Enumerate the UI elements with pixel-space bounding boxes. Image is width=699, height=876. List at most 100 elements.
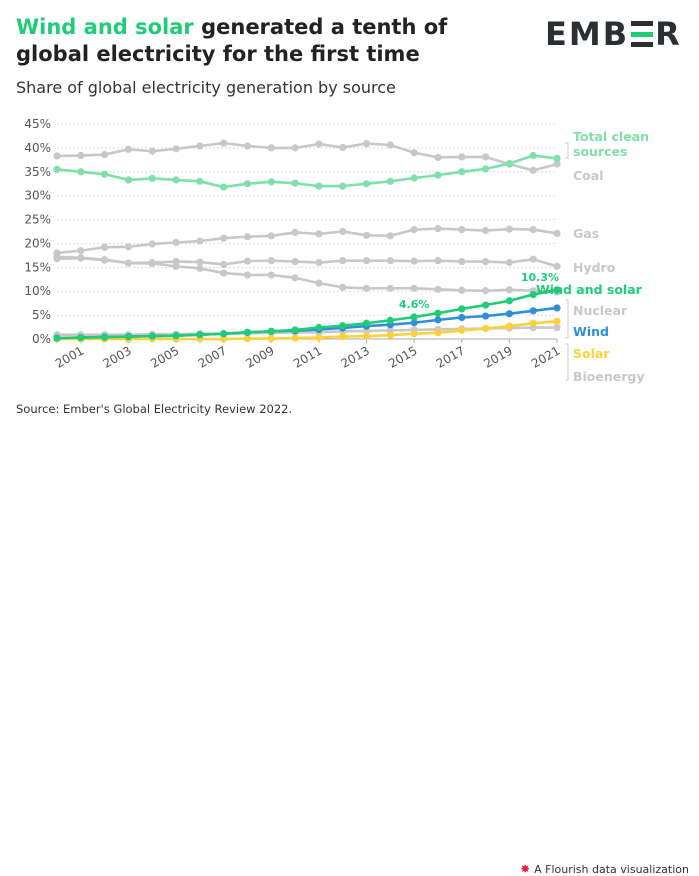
data-point-total-clean-sources — [148, 174, 156, 183]
data-point-coal — [386, 141, 394, 149]
data-point-total-clean-sources — [220, 183, 228, 191]
data-point-nuclear — [505, 286, 513, 294]
data-point-gas — [77, 247, 85, 255]
y-tick-label: 45% — [24, 117, 51, 131]
y-tick-label: 35% — [24, 165, 51, 179]
data-point-wind-and-solar — [101, 333, 109, 341]
data-point-solar — [505, 322, 513, 330]
data-point-solar — [481, 324, 490, 333]
series-label-gas: Gas — [573, 226, 599, 241]
data-point-solar — [386, 331, 394, 339]
data-point-nuclear — [362, 284, 371, 292]
data-point-total-clean-sources — [529, 151, 537, 160]
data-point-solar — [410, 330, 418, 338]
x-tick-label: 2001 — [53, 343, 86, 370]
data-point-wind-and-solar — [529, 290, 537, 299]
data-point-total-clean-sources — [458, 168, 466, 176]
data-point-hydro — [410, 257, 418, 265]
data-point-nuclear — [315, 279, 323, 287]
data-point-hydro — [362, 257, 371, 265]
label-bracket — [565, 142, 569, 159]
data-point-gas — [291, 228, 299, 237]
data-point-total-clean-sources — [505, 160, 513, 168]
data-point-wind-and-solar — [77, 333, 85, 342]
data-point-gas — [243, 233, 252, 241]
data-point-solar — [529, 319, 537, 327]
data-point-coal — [410, 149, 418, 157]
data-point-coal — [529, 166, 537, 174]
title-highlight: Wind and solar — [16, 15, 194, 39]
data-point-total-clean-sources — [77, 168, 85, 176]
flourish-credit[interactable]: ✸ A Flourish data visualization — [520, 862, 689, 876]
data-point-coal — [267, 144, 275, 152]
data-point-coal — [101, 150, 109, 159]
series-label-line: Total clean — [573, 129, 649, 144]
chart-title: Wind and solar generated a tenth of glob… — [16, 14, 516, 68]
data-point-wind-and-solar — [481, 301, 490, 309]
y-tick-label: 40% — [24, 141, 51, 155]
data-point-nuclear — [172, 262, 180, 270]
data-point-gas — [101, 243, 109, 251]
data-point-coal — [458, 153, 466, 161]
data-point-nuclear — [101, 256, 109, 264]
series-line-nuclear — [56, 256, 558, 294]
series-label-wind: Wind — [573, 324, 609, 339]
data-point-nuclear — [410, 284, 418, 292]
data-point-wind-and-solar — [220, 330, 228, 338]
data-point-wind — [434, 316, 442, 324]
data-point-wind-and-solar — [291, 326, 299, 334]
data-point-coal — [315, 140, 323, 148]
data-point-wind-and-solar — [172, 332, 180, 340]
data-point-coal — [172, 145, 180, 153]
data-point-hydro — [481, 258, 490, 266]
label-bracket — [565, 299, 569, 339]
data-point-total-clean-sources — [243, 180, 252, 188]
data-point-nuclear — [196, 264, 204, 272]
series-label-bioenergy: Bioenergy — [573, 369, 645, 384]
series-label-total-clean-sources: Total clean sources — [573, 129, 649, 159]
data-point-wind-and-solar — [410, 313, 418, 321]
series-line-gas — [56, 227, 558, 255]
data-point-wind-and-solar — [434, 309, 442, 317]
x-tick-label: 2021 — [529, 343, 562, 370]
data-point-wind — [553, 304, 561, 312]
flourish-credit-text: A Flourish data visualization — [534, 862, 689, 876]
data-point-total-clean-sources — [315, 182, 323, 190]
series-label-line: sources — [573, 144, 627, 159]
data-point-wind-and-solar — [148, 332, 156, 340]
data-point-solar — [243, 334, 252, 343]
data-point-gas — [315, 230, 323, 238]
y-tick-label: 15% — [24, 260, 51, 274]
data-point-hydro — [220, 260, 228, 269]
label-bracket — [565, 343, 569, 381]
x-tick-label: 2013 — [339, 343, 372, 370]
logo-tail: R — [655, 15, 682, 53]
data-point-coal — [339, 143, 347, 152]
data-point-nuclear — [386, 284, 394, 292]
data-point-wind — [458, 313, 466, 322]
data-point-coal — [553, 160, 561, 168]
data-point-coal — [291, 144, 299, 152]
data-point-total-clean-sources — [101, 170, 109, 178]
data-point-solar — [553, 317, 561, 325]
data-point-wind-and-solar — [505, 297, 513, 305]
data-point-total-clean-sources — [410, 174, 418, 182]
y-tick-label: 0% — [32, 332, 51, 346]
data-point-wind-and-solar — [458, 305, 466, 313]
data-point-total-clean-sources — [196, 177, 204, 185]
data-point-wind — [410, 319, 418, 327]
data-point-coal — [243, 142, 252, 150]
data-point-hydro — [315, 258, 323, 267]
data-point-solar — [220, 335, 228, 343]
data-point-coal — [220, 139, 228, 147]
series-label-wind-and-solar: Wind and solar — [536, 282, 643, 297]
series-line-solar — [57, 320, 558, 341]
data-point-coal — [434, 153, 442, 162]
x-tick-label: 2009 — [243, 343, 276, 370]
y-tick-label: 20% — [24, 236, 51, 250]
data-point-hydro — [386, 257, 394, 265]
data-point-nuclear — [148, 259, 156, 268]
data-point-coal — [362, 139, 371, 148]
data-point-gas — [434, 225, 442, 233]
data-point-gas — [410, 225, 418, 234]
